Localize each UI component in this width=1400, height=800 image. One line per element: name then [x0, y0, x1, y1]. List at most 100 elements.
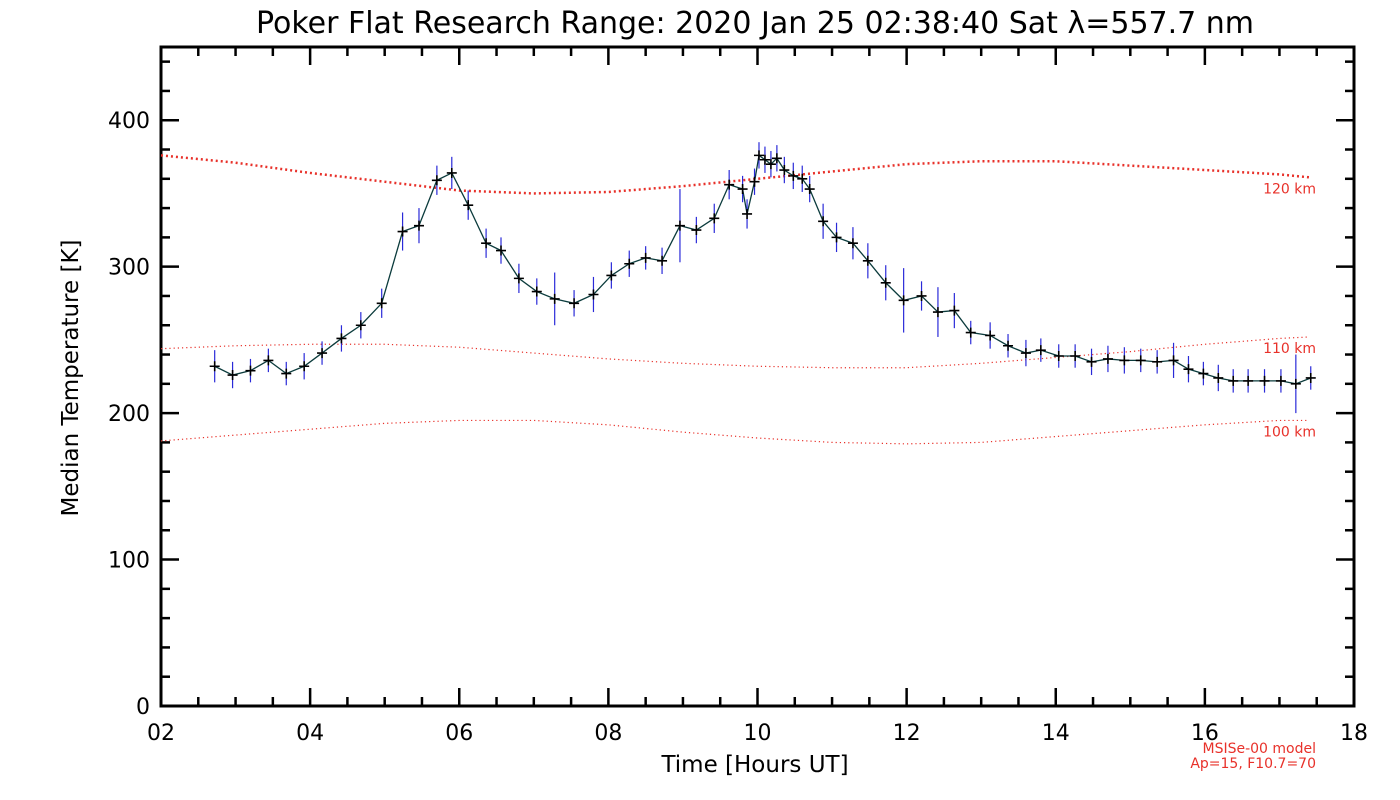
series-line — [214, 154, 1311, 385]
data-point — [640, 252, 651, 263]
data-point — [709, 213, 720, 224]
data-point — [376, 298, 387, 309]
data-point — [336, 333, 347, 344]
data-point — [569, 298, 580, 309]
data-point — [749, 176, 760, 187]
model-curve-120-km — [160, 154, 1310, 195]
data-point — [463, 200, 474, 211]
y-axis: 0 100 200 300 400 — [108, 60, 1354, 720]
x-tick-label: 18 — [1340, 721, 1368, 746]
chart-title: Poker Flat Research Range: 2020 Jan 25 0… — [256, 6, 1254, 41]
data-point — [898, 295, 909, 306]
data-point — [496, 245, 507, 256]
data-point — [753, 150, 764, 161]
data-point — [804, 184, 815, 195]
data-point — [1198, 368, 1209, 379]
model-curve-label: 100 km — [1263, 424, 1316, 440]
data-point — [1168, 355, 1179, 366]
data-point — [1152, 356, 1163, 367]
data-point — [737, 184, 748, 195]
data-point — [1053, 350, 1064, 361]
y-tick-label: 100 — [108, 549, 150, 574]
data-point — [549, 293, 560, 304]
data-point — [1275, 375, 1286, 386]
data-point — [1213, 372, 1224, 383]
data-point — [742, 208, 753, 219]
data-point — [245, 365, 256, 376]
data-point — [1003, 340, 1014, 351]
data-series — [209, 142, 1316, 414]
y-axis-label: Median Temperature [K] — [58, 240, 84, 517]
data-point — [657, 255, 668, 266]
x-tick-label: 14 — [1042, 721, 1070, 746]
data-point — [1243, 375, 1254, 386]
data-point — [985, 330, 996, 341]
data-point — [1183, 364, 1194, 375]
x-axis: 02 04 06 08 10 12 14 16 18 — [147, 47, 1368, 746]
model-note: MSISe-00 model — [1202, 741, 1316, 757]
plot-frame — [159, 45, 1356, 708]
data-point — [263, 355, 274, 366]
data-point — [724, 179, 735, 190]
data-point — [797, 173, 808, 184]
data-point — [227, 370, 238, 381]
data-point — [588, 289, 599, 300]
data-point — [624, 258, 635, 269]
x-tick-label: 10 — [744, 721, 772, 746]
data-point — [299, 361, 310, 372]
params-note: Ap=15, F10.7=70 — [1190, 756, 1316, 772]
y-tick-label: 300 — [108, 256, 150, 281]
model-curve-label: 110 km — [1263, 341, 1316, 357]
y-tick-label: 200 — [108, 402, 150, 427]
data-point — [1290, 378, 1301, 389]
data-point — [446, 167, 457, 178]
data-point — [281, 368, 292, 379]
data-point — [831, 232, 842, 243]
data-point — [847, 238, 858, 249]
data-point — [1086, 356, 1097, 367]
data-point — [1119, 355, 1130, 366]
data-point — [862, 255, 873, 266]
y-tick-label: 0 — [136, 695, 150, 720]
model-curve-label: 120 km — [1263, 181, 1316, 197]
data-point — [397, 226, 408, 237]
model-curve-110-km — [160, 336, 1310, 369]
data-point — [413, 220, 424, 231]
data-point — [1305, 372, 1316, 383]
model-curves: 120 km 110 km 100 km — [160, 154, 1316, 445]
data-point — [674, 220, 685, 231]
data-point — [606, 270, 617, 281]
data-point — [531, 286, 542, 297]
data-point — [818, 216, 829, 227]
data-point — [431, 175, 442, 186]
x-tick-label: 02 — [147, 721, 175, 746]
x-tick-label: 04 — [296, 721, 324, 746]
model-curve-100-km — [160, 419, 1310, 445]
x-tick-label: 16 — [1191, 721, 1219, 746]
data-point — [949, 305, 960, 316]
data-point — [965, 327, 976, 338]
data-point — [1135, 355, 1146, 366]
x-axis-label: Time [Hours UT] — [660, 752, 848, 778]
data-point — [1035, 345, 1046, 356]
data-point — [788, 170, 799, 181]
data-point — [1102, 353, 1113, 364]
data-point — [1259, 375, 1270, 386]
data-point — [209, 361, 220, 372]
data-point — [765, 159, 776, 170]
x-tick-label: 08 — [594, 721, 622, 746]
data-point — [932, 307, 943, 318]
data-point — [916, 290, 927, 301]
data-point — [880, 277, 891, 288]
data-point — [1228, 375, 1239, 386]
data-point — [481, 238, 492, 249]
data-point — [1070, 350, 1081, 361]
data-point — [355, 320, 366, 331]
data-point — [779, 165, 790, 176]
x-tick-label: 12 — [893, 721, 921, 746]
y-tick-label: 400 — [108, 109, 150, 134]
data-point — [771, 153, 782, 164]
data-point — [513, 273, 524, 284]
data-point — [1020, 348, 1031, 359]
